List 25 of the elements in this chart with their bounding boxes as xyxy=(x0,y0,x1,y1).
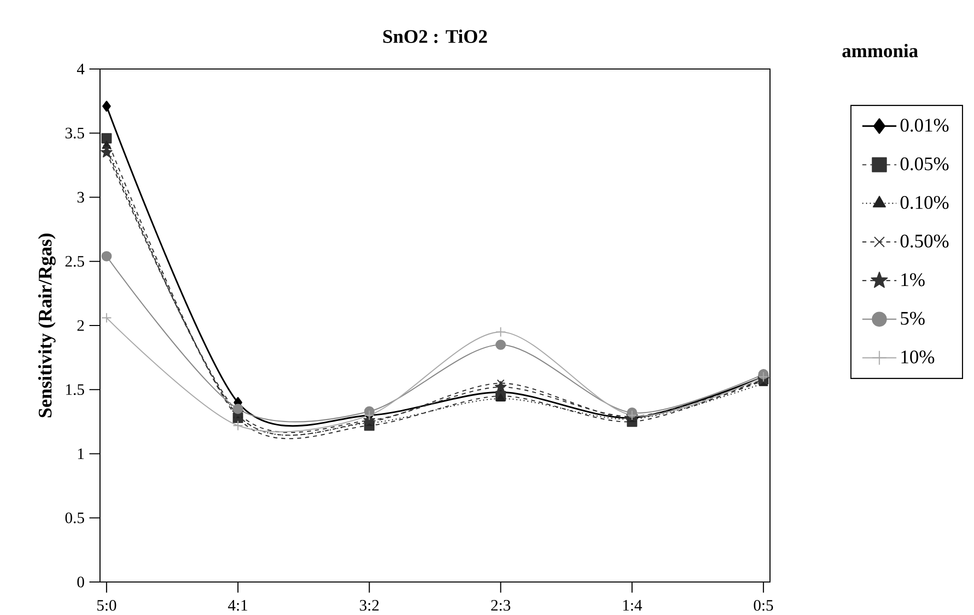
y-tick-label: 1 xyxy=(78,448,84,459)
y-axis-title: Sensitivity (Rair/Rgas) xyxy=(38,234,56,418)
legend-label: 10% xyxy=(901,350,934,364)
y-tick-label: 1.5 xyxy=(66,384,84,395)
legend-label: 0.10% xyxy=(900,196,949,209)
legend-label: 0.05% xyxy=(900,157,949,170)
y-tick-label: 3 xyxy=(77,192,84,202)
x-tick-label: 3:2 xyxy=(360,600,379,611)
y-tick-label: 2 xyxy=(77,320,84,331)
legend-label: 0.01% xyxy=(900,118,949,132)
y-tick-label: 4 xyxy=(77,64,84,74)
x-tick-label: 0:5 xyxy=(754,600,773,611)
y-tick-label: 2.5 xyxy=(65,256,84,267)
legend-label: 1% xyxy=(901,273,925,286)
y-tick-label: 0 xyxy=(77,576,84,588)
y-tick-label: 3.5 xyxy=(66,128,84,138)
x-tick-label: 1:4 xyxy=(623,600,642,611)
legend-label: 0.50% xyxy=(900,234,949,248)
x-tick-label: 2:3 xyxy=(491,600,510,611)
chart-title: SnO2 : TiO2 xyxy=(383,29,487,43)
x-tick-label: 5:0 xyxy=(97,600,116,611)
x-tick-label: 4:1 xyxy=(228,600,248,611)
legend-label: 5% xyxy=(900,312,925,325)
y-tick-label: 0.5 xyxy=(65,512,84,524)
legend-title: ammonia xyxy=(842,44,918,58)
